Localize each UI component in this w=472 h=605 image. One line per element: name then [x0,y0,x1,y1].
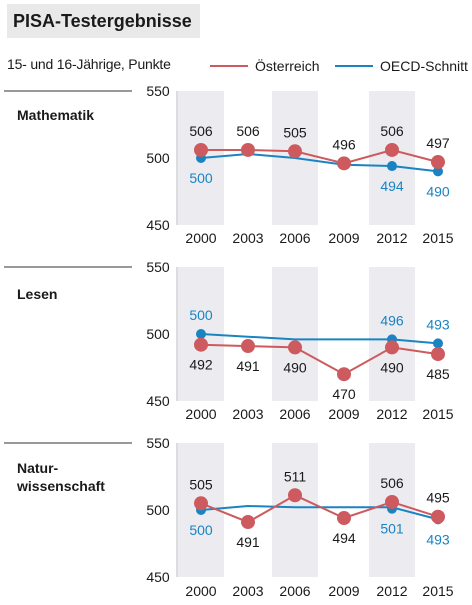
chart-title: PISA-Testergebnisse [7,4,200,38]
x-tick-label-naturwissenschaft-2012: 2012 [376,583,407,599]
data-label-austria-lesen-2003: 491 [236,358,260,374]
y-tick-label-mathematik-550: 550 [146,83,170,99]
series-line-austria-mathematik [201,148,439,165]
data-label-oecd-lesen-2012: 496 [380,312,404,328]
series-line-austria-naturwissenschaft [200,494,439,524]
panel-label-lesen: Lesen [17,286,58,302]
y-tick-label-mathematik-500: 500 [146,150,170,166]
point-austria-lesen-2012 [385,340,399,355]
data-label-austria-naturwissenschaft-2003: 491 [236,534,260,550]
x-tick-label-lesen-2012: 2012 [376,406,407,422]
x-tick-label-naturwissenschaft-2015: 2015 [422,583,453,599]
series-line-oecd-lesen [200,333,439,345]
x-tick-label-mathematik-2015: 2015 [422,230,453,246]
point-austria-naturwissenschaft-2003 [241,515,255,530]
y-tick-label-lesen-500: 500 [146,326,170,342]
point-austria-lesen-2009 [337,367,351,382]
x-tick-label-lesen-2003: 2003 [232,406,263,422]
legend-swatch-austria [210,65,248,67]
point-austria-mathematik-2000 [194,142,208,157]
data-label-oecd-naturwissenschaft-2015: 493 [426,531,450,547]
panel-label-mathematik: Mathematik [17,107,95,123]
series-line-oecd-mathematik [200,152,439,173]
point-austria-naturwissenschaft-2012 [385,494,399,509]
point-oecd-lesen-2015 [433,338,443,349]
point-austria-mathematik-2012 [385,142,399,157]
x-tick-label-mathematik-2000: 2000 [185,230,216,246]
point-austria-mathematik-2015 [431,155,445,170]
data-label-austria-naturwissenschaft-2000: 505 [189,476,213,492]
data-label-austria-mathematik-2012: 506 [380,123,404,139]
point-austria-naturwissenschaft-2006 [288,488,302,503]
point-austria-mathematik-2006 [288,144,302,159]
year-band-naturwissenschaft-2006 [272,443,318,577]
x-tick-label-naturwissenschaft-2006: 2006 [279,583,310,599]
point-austria-lesen-2015 [431,347,445,362]
data-label-oecd-lesen-2015: 493 [426,316,450,332]
data-label-austria-naturwissenschaft-2015: 495 [426,490,450,506]
data-label-austria-mathematik-2003: 506 [236,123,260,139]
data-label-oecd-naturwissenschaft-2000: 500 [189,522,213,538]
x-tick-label-lesen-2015: 2015 [422,406,453,422]
y-tick-label-mathematik-450: 450 [146,217,170,233]
data-label-austria-mathematik-2006: 505 [283,124,307,140]
point-austria-lesen-2003 [241,339,255,354]
point-oecd-mathematik-2015 [433,166,443,177]
x-tick-label-naturwissenschaft-2003: 2003 [232,583,263,599]
data-label-oecd-mathematik-2012: 494 [380,178,404,194]
y-tick-label-naturwissenschaft-550: 550 [146,435,170,451]
point-oecd-lesen-2000 [196,329,206,339]
legend-item-austria: Österreich [210,56,320,76]
legend-label-oecd: OECD-Schnitt [380,58,468,74]
x-tick-label-naturwissenschaft-2009: 2009 [328,583,359,599]
point-austria-lesen-2000 [194,337,208,352]
chart-subtitle: 15- und 16-Jährige, Punkte [7,56,171,72]
legend-label-austria: Österreich [255,58,320,74]
point-austria-naturwissenschaft-2015 [431,509,445,524]
y-tick-label-naturwissenschaft-500: 500 [146,502,170,518]
data-label-austria-lesen-2009: 470 [332,386,356,402]
point-austria-naturwissenschaft-2009 [337,511,351,526]
panel-label-naturwissenschaft: Natur- wissenschaft [17,460,105,494]
year-band-mathematik-2012 [369,91,415,225]
point-austria-mathematik-2003 [241,142,255,157]
data-label-oecd-naturwissenschaft-2012: 501 [380,521,404,537]
point-austria-naturwissenschaft-2000 [194,496,208,511]
x-tick-label-lesen-2000: 2000 [185,406,216,422]
x-tick-label-naturwissenschaft-2000: 2000 [185,583,216,599]
y-tick-label-lesen-550: 550 [146,259,170,275]
data-label-austria-mathematik-2009: 496 [332,136,356,152]
data-label-austria-mathematik-2015: 497 [426,135,450,151]
data-label-austria-lesen-2000: 492 [189,357,213,373]
x-tick-label-mathematik-2009: 2009 [328,230,359,246]
series-line-austria-lesen [200,343,439,376]
point-austria-mathematik-2009 [337,156,351,171]
data-label-austria-lesen-2006: 490 [283,359,307,375]
point-austria-lesen-2006 [288,340,302,355]
data-label-austria-lesen-2015: 485 [426,366,450,382]
data-label-oecd-mathematik-2000: 500 [189,170,213,186]
x-tick-label-mathematik-2006: 2006 [279,230,310,246]
x-tick-label-lesen-2006: 2006 [279,406,310,422]
data-label-oecd-mathematik-2015: 490 [426,183,450,199]
data-label-austria-naturwissenschaft-2012: 506 [380,475,404,491]
data-label-oecd-lesen-2000: 500 [189,307,213,323]
year-band-lesen-2012 [369,267,415,401]
data-label-austria-naturwissenschaft-2006: 511 [284,468,307,484]
x-tick-label-lesen-2009: 2009 [328,406,359,422]
x-tick-label-mathematik-2012: 2012 [376,230,407,246]
legend-item-oecd: OECD-Schnitt [335,56,468,76]
year-band-lesen-2006 [272,267,318,401]
y-tick-label-lesen-450: 450 [146,393,170,409]
data-label-austria-mathematik-2000: 506 [189,123,213,139]
x-tick-label-mathematik-2003: 2003 [232,230,263,246]
data-label-austria-naturwissenschaft-2009: 494 [332,530,356,546]
point-oecd-mathematik-2012 [387,161,397,172]
data-label-austria-lesen-2012: 490 [380,359,404,375]
y-tick-label-naturwissenschaft-450: 450 [146,569,170,585]
legend-swatch-oecd [335,65,373,67]
